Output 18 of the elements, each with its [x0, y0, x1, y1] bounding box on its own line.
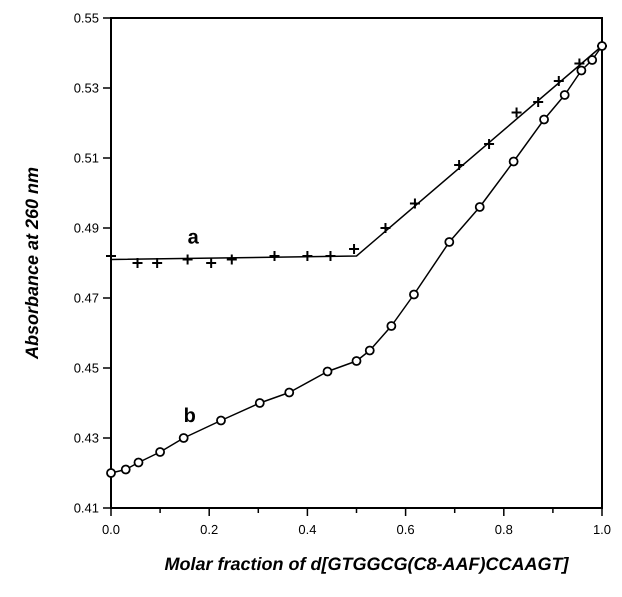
x-tick-label: 1.0: [592, 522, 612, 537]
y-tick-label: 0.55: [74, 10, 99, 26]
y-tick-label: 0.53: [74, 80, 99, 96]
x-axis-title: Molar fraction of d[GTGGCG(C8-AAF)CCAAGT]: [164, 554, 570, 574]
x-tick-label: 0.2: [200, 522, 218, 537]
series-label: a: [188, 226, 200, 248]
x-tick-label: 0.8: [494, 522, 513, 537]
y-tick-label: 0.47: [74, 290, 99, 306]
x-tick-label: 0.6: [396, 522, 415, 537]
y-tick-label: 0.45: [74, 360, 99, 376]
y-tick-label: 0.41: [74, 500, 99, 516]
y-tick-label: 0.43: [74, 430, 99, 446]
y-axis-title: Absorbance at 260 nm: [22, 166, 42, 360]
series-label: b: [184, 405, 196, 427]
x-tick-label: 0.0: [102, 522, 120, 537]
x-tick-label: 0.4: [298, 522, 316, 537]
y-tick-label: 0.51: [74, 150, 99, 166]
y-tick-label: 0.49: [74, 220, 99, 236]
